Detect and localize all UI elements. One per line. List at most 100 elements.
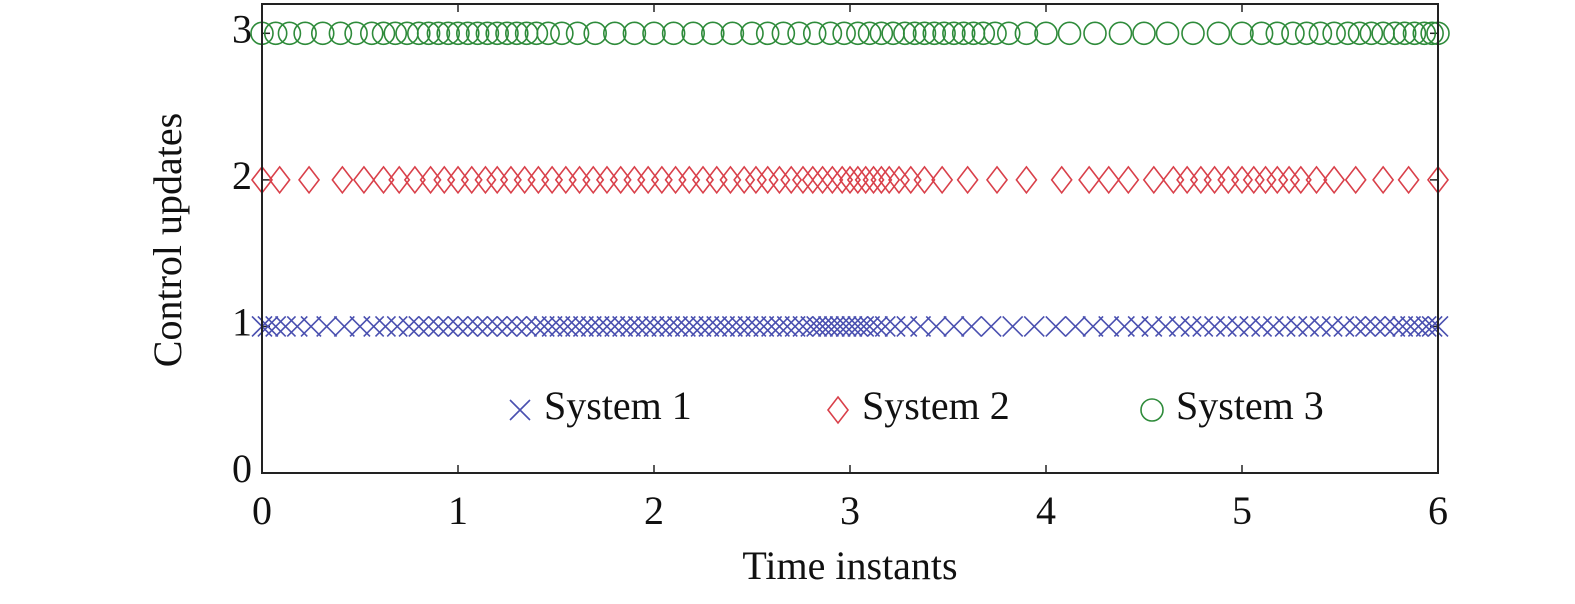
- data-point: [913, 165, 936, 195]
- data-point: [265, 315, 287, 338]
- data-point: [1383, 21, 1407, 46]
- data-point: [627, 315, 649, 338]
- data-point: [1254, 165, 1277, 195]
- data-point: [1397, 165, 1420, 195]
- data-point: [802, 21, 827, 46]
- data-point: [847, 315, 869, 338]
- data-point: [433, 165, 456, 195]
- data-point: [1402, 21, 1427, 46]
- data-point: [1057, 21, 1082, 46]
- data-point: [818, 21, 843, 46]
- data-point: [893, 21, 917, 46]
- data-point: [403, 165, 426, 195]
- data-point: [659, 315, 681, 338]
- data-point: [612, 315, 634, 338]
- data-point: [1420, 21, 1444, 46]
- data-point: [651, 315, 673, 338]
- data-point: [293, 21, 317, 46]
- data-point: [1192, 315, 1214, 338]
- data-point: [1242, 165, 1265, 195]
- data-point: [823, 315, 845, 338]
- data-point: [328, 21, 353, 46]
- data-point: [298, 165, 321, 195]
- data-point: [418, 315, 440, 338]
- data-point: [1117, 165, 1140, 195]
- data-point: [899, 165, 922, 195]
- data-point: [513, 165, 536, 195]
- x-tick-label: 6: [1428, 488, 1448, 533]
- x-tick-label: 2: [644, 488, 664, 533]
- data-point: [1392, 21, 1417, 46]
- data-point: [1294, 21, 1319, 46]
- data-point: [1289, 165, 1312, 195]
- data-point: [1162, 165, 1185, 195]
- data-point: [588, 315, 610, 338]
- x-tick-label: 0: [252, 488, 272, 533]
- data-point: [406, 21, 431, 46]
- data-point: [604, 315, 626, 338]
- data-point: [857, 21, 882, 46]
- data-point: [504, 21, 529, 46]
- data-point: [642, 21, 666, 46]
- data-point: [541, 315, 563, 338]
- data-point: [787, 21, 811, 46]
- data-point: [496, 315, 518, 338]
- data-point: [554, 165, 577, 195]
- data-point: [925, 315, 947, 338]
- data-point: [643, 315, 665, 338]
- data-point: [1078, 165, 1101, 195]
- data-point: [733, 165, 756, 195]
- data-point: [768, 165, 791, 195]
- data-point: [700, 21, 725, 46]
- data-point: [310, 21, 335, 46]
- data-point: [922, 21, 947, 46]
- data-point: [960, 315, 983, 338]
- data-point: [1344, 165, 1367, 195]
- data-point: [1203, 165, 1226, 195]
- data-point: [386, 315, 408, 338]
- data-point: [525, 315, 547, 338]
- data-point: [1412, 21, 1437, 46]
- data-point: [1323, 165, 1346, 195]
- data-point: [1181, 21, 1205, 46]
- data-point: [474, 165, 497, 195]
- y-tick-label: 2: [232, 153, 252, 198]
- plot-frame: [261, 3, 1439, 474]
- data-point: [1384, 315, 1406, 338]
- data-point: [300, 315, 322, 338]
- data-point: [557, 315, 579, 338]
- data-point: [1083, 21, 1107, 46]
- data-point: [1286, 315, 1308, 338]
- data-point: [884, 315, 906, 338]
- data-point: [1168, 315, 1190, 338]
- y-axis-label: Control updates: [145, 113, 190, 367]
- data-point: [745, 315, 767, 338]
- data-point: [1015, 165, 1038, 195]
- data-point: [550, 21, 574, 46]
- data-point: [467, 315, 489, 338]
- data-point: [681, 21, 706, 46]
- data-point: [416, 21, 441, 46]
- data-point: [1230, 165, 1254, 195]
- data-point: [1345, 315, 1367, 338]
- data-point: [1266, 165, 1289, 195]
- data-point: [691, 165, 715, 195]
- data-point: [817, 315, 840, 338]
- data-point: [664, 165, 687, 195]
- data-point: [909, 315, 932, 338]
- data-point: [495, 21, 519, 46]
- data-point: [719, 165, 742, 195]
- data-point: [682, 315, 704, 338]
- data-point: [971, 21, 996, 46]
- data-point: [1230, 21, 1254, 46]
- data-point: [516, 315, 538, 338]
- legend-label: System 1: [544, 383, 692, 428]
- data-point: [1347, 21, 1372, 46]
- data-point: [1064, 315, 1086, 338]
- data-point: [460, 165, 483, 195]
- data-point: [1333, 315, 1355, 338]
- data-point: [801, 165, 824, 195]
- data-point: [666, 315, 689, 338]
- data-point: [536, 21, 560, 46]
- data-point: [831, 165, 854, 195]
